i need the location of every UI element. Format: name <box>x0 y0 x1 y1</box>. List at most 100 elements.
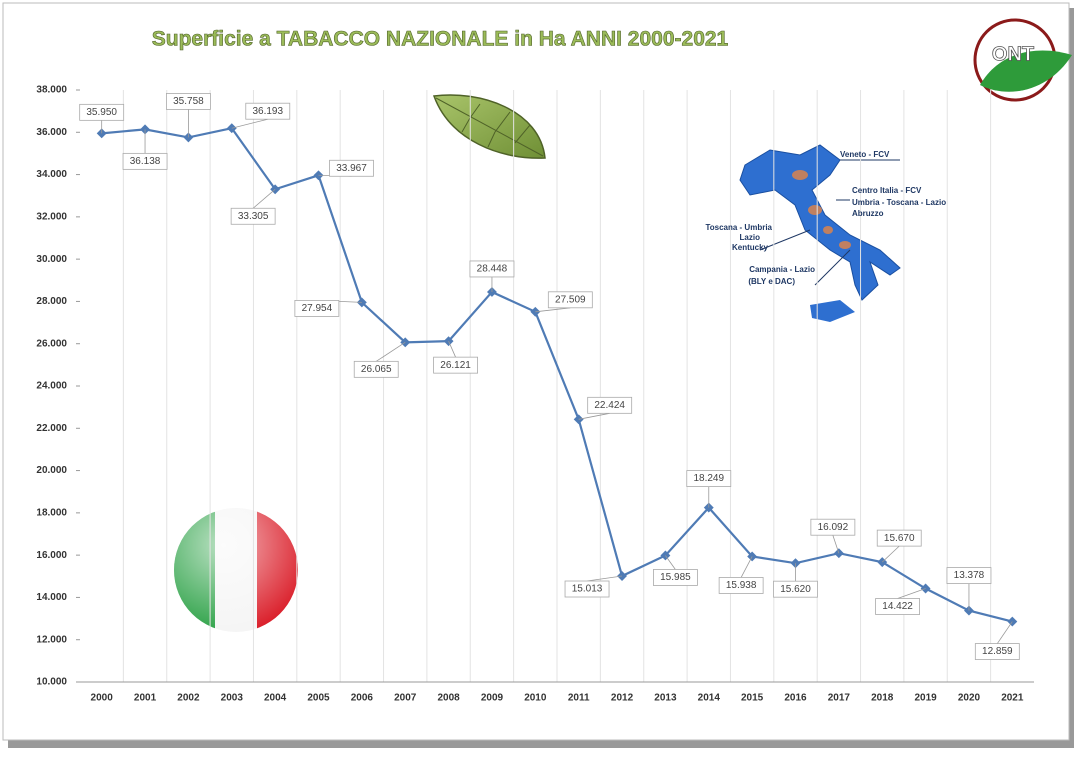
data-label: 28.448 <box>477 264 508 275</box>
x-tick-label: 2017 <box>828 693 851 704</box>
y-tick-label: 34.000 <box>36 169 67 180</box>
data-label-box <box>122 152 168 170</box>
data-label-box <box>810 518 856 536</box>
map-label: Veneto - FCV <box>840 150 890 159</box>
x-tick-label: 2021 <box>1001 693 1024 704</box>
leaf-icon <box>432 94 546 159</box>
leader-line <box>448 340 456 358</box>
data-label: 27.509 <box>555 294 586 305</box>
leader-line <box>252 188 276 209</box>
data-label: 33.967 <box>336 163 367 174</box>
data-label: 15.620 <box>780 584 811 595</box>
data-label-box <box>653 569 698 586</box>
y-tick-label: 18.000 <box>36 507 67 518</box>
x-tick-label: 2013 <box>654 693 677 704</box>
x-tick-label: 2018 <box>871 693 894 704</box>
data-label-box <box>245 102 291 120</box>
x-tick-label: 2012 <box>611 693 634 704</box>
data-label-box <box>686 470 732 487</box>
x-tick-label: 2002 <box>177 693 200 704</box>
x-tick-label: 2003 <box>221 693 244 704</box>
y-tick-label: 38.000 <box>36 85 67 96</box>
y-tick-label: 12.000 <box>36 634 67 645</box>
leader-line <box>881 545 900 563</box>
x-tick-label: 2004 <box>264 693 287 704</box>
y-tick-label: 20.000 <box>36 465 67 476</box>
x-tick-label: 2008 <box>437 693 460 704</box>
x-tick-label: 2007 <box>394 693 417 704</box>
data-label-box <box>294 300 340 317</box>
x-tick-label: 2005 <box>307 693 330 704</box>
data-label: 26.065 <box>361 364 392 375</box>
data-label-box <box>79 103 125 121</box>
map-label: Umbria - Toscana - Lazio <box>852 198 946 207</box>
x-tick-label: 2011 <box>568 693 590 704</box>
leader-line <box>535 307 571 313</box>
data-label: 15.013 <box>572 584 603 595</box>
leader-line <box>231 118 268 129</box>
data-label: 33.305 <box>238 211 269 222</box>
y-tick-label: 10.000 <box>36 677 67 688</box>
data-label-box <box>469 260 515 278</box>
data-label: 36.138 <box>130 156 161 167</box>
data-label-box <box>718 577 764 594</box>
italy-flag-ball <box>174 508 298 632</box>
y-tick-label: 36.000 <box>36 127 67 138</box>
data-label-box <box>564 580 610 598</box>
map-label: Centro Italia - FCV <box>852 186 922 195</box>
data-label: 18.249 <box>693 473 724 484</box>
x-tick-label: 2010 <box>524 693 547 704</box>
data-label-box <box>974 643 1020 660</box>
y-tick-label: 32.000 <box>36 211 67 222</box>
data-label: 35.758 <box>173 96 204 107</box>
x-tick-label: 2019 <box>914 693 937 704</box>
leader-line <box>586 575 623 582</box>
y-tick-label: 16.000 <box>36 550 67 561</box>
data-label-box <box>230 207 276 225</box>
data-label-box <box>587 396 633 414</box>
data-label-box <box>329 159 374 177</box>
data-label: 12.859 <box>982 646 1013 657</box>
x-tick-label: 2000 <box>91 693 114 704</box>
data-label: 15.985 <box>660 572 691 583</box>
data-label: 27.954 <box>302 303 333 314</box>
data-label-box <box>875 598 920 615</box>
x-tick-label: 2001 <box>134 693 157 704</box>
x-tick-label: 2015 <box>741 693 764 704</box>
leader-line <box>897 588 926 599</box>
y-tick-label: 22.000 <box>36 423 67 434</box>
data-label: 36.193 <box>252 106 283 117</box>
leader-line <box>578 412 610 420</box>
data-label: 22.424 <box>594 400 625 411</box>
logo-text: ONT <box>992 43 1034 65</box>
y-tick-label: 24.000 <box>36 381 67 392</box>
data-line <box>101 126 1013 623</box>
y-tick-label: 14.000 <box>36 592 67 603</box>
data-label-box <box>547 291 593 309</box>
x-tick-label: 2009 <box>481 693 504 704</box>
leader-line <box>740 556 753 578</box>
data-label-box <box>946 567 992 584</box>
chart-title: Superficie a TABACCO NAZIONALE in Ha ANN… <box>152 28 729 51</box>
x-tick-label: 2016 <box>784 693 807 704</box>
map-label: Campania - Lazio <box>749 265 815 274</box>
map-label: Kentucky <box>732 243 769 252</box>
y-tick-label: 26.000 <box>36 338 67 349</box>
y-tick-label: 30.000 <box>36 254 67 265</box>
x-tick-label: 2020 <box>958 693 981 704</box>
data-label-box <box>433 356 478 374</box>
data-label: 14.422 <box>882 601 913 612</box>
data-label: 15.938 <box>726 580 757 591</box>
data-label: 13.378 <box>954 570 985 581</box>
ont-logo <box>973 18 1072 102</box>
data-label: 26.121 <box>440 360 471 371</box>
data-label-box <box>166 93 211 110</box>
data-label-box <box>353 360 399 378</box>
map-label: (BLY e DAC) <box>748 277 795 286</box>
leader-line <box>376 342 406 362</box>
data-label: 15.670 <box>884 533 915 544</box>
leader-line <box>665 555 676 570</box>
frame <box>2 2 1070 741</box>
